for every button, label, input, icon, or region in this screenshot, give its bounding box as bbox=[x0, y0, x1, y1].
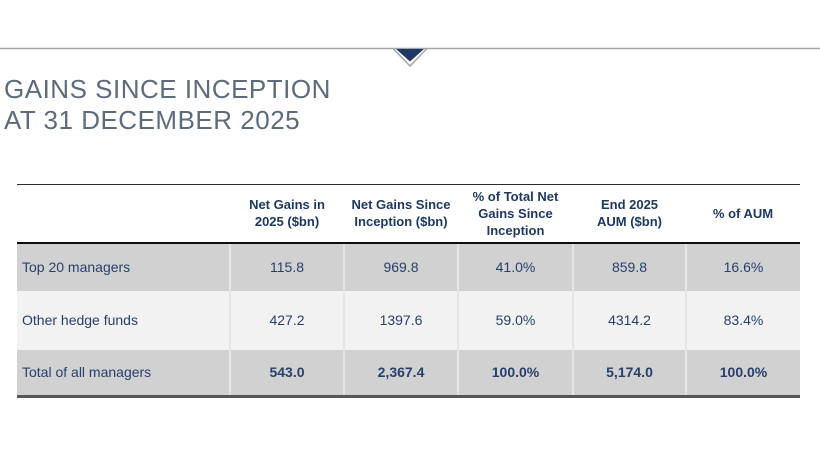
column-header-pct-of-aum: % of AUM bbox=[686, 184, 800, 244]
cell-value: 83.4% bbox=[685, 290, 800, 350]
total-cell-value: 543.0 bbox=[229, 349, 344, 398]
page-title: GAINS SINCE INCEPTION AT 31 DECEMBER 202… bbox=[4, 74, 331, 136]
cell-value: 1397.6 bbox=[343, 290, 458, 350]
cell-value: 16.6% bbox=[685, 242, 800, 291]
cell-value: 427.2 bbox=[229, 290, 344, 350]
page-title-line-2: AT 31 DECEMBER 2025 bbox=[4, 105, 301, 135]
table-header-row: Net Gains in 2025 ($bn) Net Gains Since … bbox=[17, 184, 800, 244]
triangle-down-icon bbox=[391, 47, 429, 68]
column-header-blank bbox=[17, 184, 230, 244]
gains-table-container: Net Gains in 2025 ($bn) Net Gains Since … bbox=[17, 184, 800, 398]
cell-value: 859.8 bbox=[572, 242, 686, 291]
cell-value: 4314.2 bbox=[572, 290, 686, 350]
total-cell-value: 100.0% bbox=[685, 349, 800, 398]
column-header-net-gains-2025: Net Gains in 2025 ($bn) bbox=[230, 184, 344, 244]
section-divider-rule bbox=[0, 47, 820, 68]
table-row-top-20-managers: Top 20 managers 115.8 969.8 41.0% 859.8 … bbox=[17, 242, 800, 291]
gains-table: Net Gains in 2025 ($bn) Net Gains Since … bbox=[17, 184, 800, 398]
cell-value: 115.8 bbox=[229, 242, 344, 291]
table-row-total-of-all-managers: Total of all managers 543.0 2,367.4 100.… bbox=[17, 349, 800, 398]
table-row-other-hedge-funds: Other hedge funds 427.2 1397.6 59.0% 431… bbox=[17, 290, 800, 350]
column-header-pct-total-net-gains: % of Total Net Gains Since Inception bbox=[458, 184, 573, 244]
row-label: Top 20 managers bbox=[22, 259, 131, 275]
total-row-label: Total of all managers bbox=[17, 349, 230, 398]
row-label: Other hedge funds bbox=[22, 312, 138, 328]
total-cell-value: 100.0% bbox=[457, 349, 573, 398]
cell-value: 969.8 bbox=[343, 242, 458, 291]
cell-value: 41.0% bbox=[457, 242, 573, 291]
total-cell-value: 5,174.0 bbox=[572, 349, 686, 398]
column-header-end-2025-aum: End 2025 AUM ($bn) bbox=[573, 184, 686, 244]
page-title-line-1: GAINS SINCE INCEPTION bbox=[4, 74, 331, 104]
column-header-net-gains-since-inception: Net Gains Since Inception ($bn) bbox=[344, 184, 458, 244]
total-cell-value: 2,367.4 bbox=[343, 349, 458, 398]
cell-value: 59.0% bbox=[457, 290, 573, 350]
